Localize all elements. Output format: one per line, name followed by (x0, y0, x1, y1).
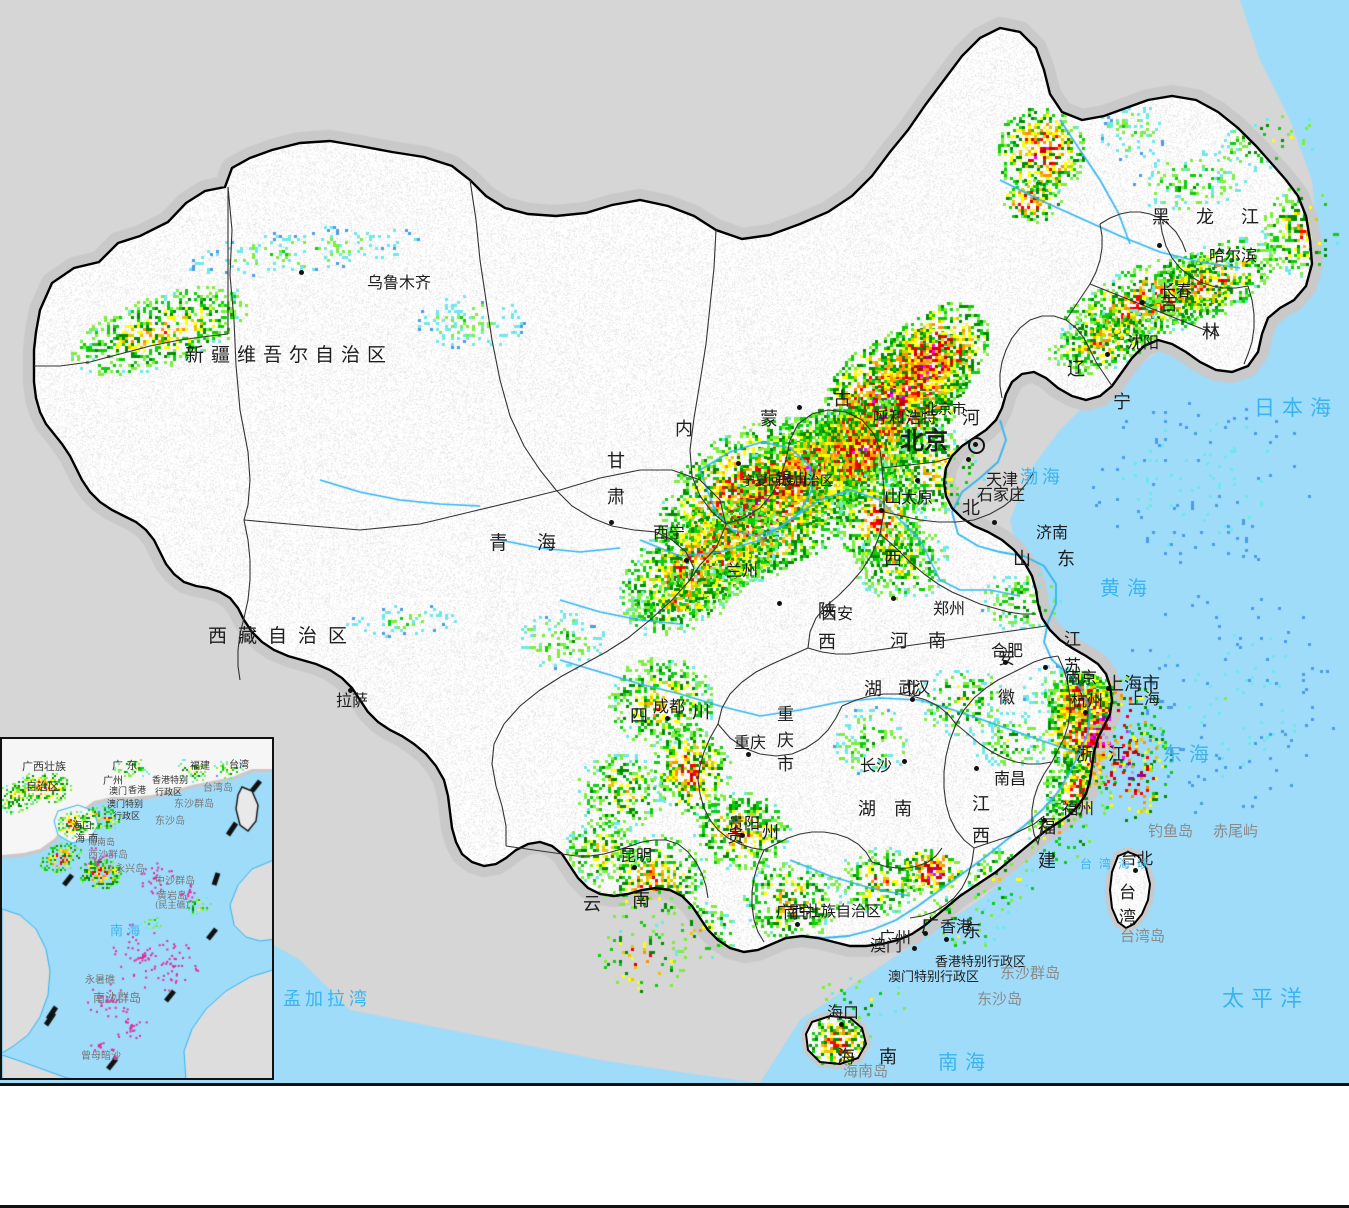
city-marker-14 (1140, 300, 1145, 305)
capital-marker-beijing (968, 437, 985, 454)
city-marker-23 (665, 716, 670, 721)
city-marker-12 (1105, 352, 1110, 357)
city-marker-7 (879, 508, 884, 513)
city-marker-25 (740, 833, 745, 838)
city-marker-15 (1003, 660, 1008, 665)
city-marker-11 (891, 596, 896, 601)
city-marker-5 (797, 405, 802, 410)
city-marker-16 (1043, 665, 1048, 670)
city-marker-9 (966, 457, 971, 462)
city-marker-19 (974, 766, 979, 771)
city-marker-27 (795, 922, 800, 927)
city-marker-18 (1083, 710, 1088, 715)
city-marker-8 (915, 478, 920, 483)
city-marker-0 (299, 270, 304, 275)
map-boundaries-layer (32, 26, 1314, 1066)
city-marker-29 (839, 1022, 844, 1027)
city-marker-6 (777, 601, 782, 606)
city-marker-2 (609, 520, 614, 525)
city-marker-4 (736, 461, 741, 466)
radar-map[interactable]: 新疆维吾尔自治区 西藏自治区青海甘肃内蒙古宁夏回族自治区陕西山西河北辽宁吉林黑龙江… (0, 0, 1349, 1083)
city-marker-1 (348, 688, 353, 693)
inset-radar-layer (2, 739, 272, 1078)
city-marker-3 (684, 558, 689, 563)
legend-panel: 全国雷达拼图 [2025-07-25 14:06:00] [ 组合反射率 ] 5… (0, 1083, 1349, 1208)
south-china-sea-inset (0, 737, 274, 1080)
city-marker-21 (910, 697, 915, 702)
city-marker-22 (902, 759, 907, 764)
city-marker-20 (1042, 818, 1047, 823)
city-marker-13 (1157, 243, 1162, 248)
city-marker-24 (746, 752, 751, 757)
city-marker-28 (923, 931, 928, 936)
city-marker-26 (632, 865, 637, 870)
city-marker-31 (912, 946, 917, 951)
city-marker-30 (944, 937, 949, 942)
city-marker-10 (992, 520, 997, 525)
city-marker-32 (1133, 868, 1138, 873)
city-marker-17 (1106, 686, 1111, 691)
